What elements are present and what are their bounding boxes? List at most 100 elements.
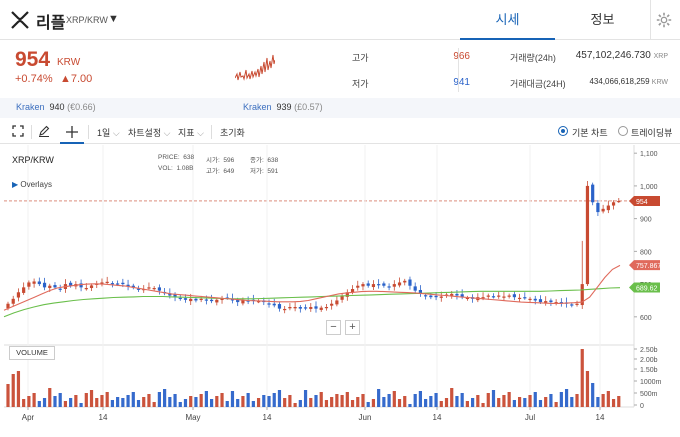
volume-bar [502, 395, 506, 407]
candle [53, 285, 57, 288]
volume-bar [512, 400, 516, 407]
candle [204, 299, 208, 301]
fullscreen-icon[interactable] [12, 125, 24, 137]
candle [544, 301, 548, 303]
ma-short-line [3, 264, 621, 311]
current-price-tag: 954 [629, 195, 660, 206]
candle [199, 298, 203, 301]
volume-label: 거래량(24h) [510, 53, 556, 63]
volume-bar [544, 397, 548, 407]
volume-bar [591, 383, 595, 407]
candle [267, 303, 271, 305]
volume-bar [303, 390, 308, 407]
price-summary: 954 KRW +0.74% ▲7.00 고가 966 저가 941 거래량(2… [0, 40, 680, 98]
candle [601, 208, 605, 212]
volume-bar [136, 400, 141, 407]
volume-bar [335, 394, 339, 407]
chevron-down-icon[interactable]: ▼ [108, 13, 119, 25]
candle [387, 286, 391, 288]
volume-bar [110, 400, 115, 407]
chart-settings-dropdown[interactable]: 차트설정 ⌵ [128, 128, 171, 138]
candle [256, 301, 261, 303]
volume-bar [538, 400, 543, 407]
candle [283, 308, 287, 311]
volume-bar [450, 388, 454, 407]
interval-dropdown[interactable]: 1일 ⌵ [97, 128, 120, 138]
exchange-kraken-eur[interactable]: Kraken 940 (€0.66) [16, 102, 96, 112]
time-tick-label: May [185, 413, 200, 422]
overlays-toggle[interactable]: ▶ Overlays [12, 180, 52, 189]
candle [481, 297, 485, 299]
volume-bar [262, 395, 266, 407]
volume-bar [309, 398, 313, 407]
volume-bar [471, 398, 475, 407]
tradingview-label[interactable]: 트레이딩뷰 [631, 128, 673, 138]
exchange-kraken-gbp[interactable]: Kraken 939 (£0.57) [243, 102, 323, 112]
volume-bar [611, 399, 616, 407]
volume-bar [481, 403, 485, 407]
candle [392, 284, 396, 287]
candle [497, 295, 501, 297]
volume-bar [69, 398, 73, 407]
volume-bar [293, 403, 297, 407]
chart-canvas[interactable]: 1,1001,0009008007006002.50b2.00b1.50b100… [0, 145, 680, 437]
low-value: 941 [453, 77, 470, 88]
zoom-out-button[interactable]: − [326, 320, 341, 335]
coin-pair: XRP/KRW [66, 15, 108, 25]
basic-chart-radio[interactable] [558, 126, 568, 136]
volume-bar [173, 394, 177, 407]
crosshair-icon[interactable] [66, 126, 78, 138]
volume-series [6, 349, 621, 407]
divider [31, 125, 32, 139]
indicators-dropdown[interactable]: 지표 ⌵ [178, 128, 204, 138]
volume-bar [319, 392, 323, 407]
volume-bar [53, 396, 57, 407]
volume-bar [194, 397, 198, 407]
candle [126, 284, 130, 287]
candle [27, 282, 31, 287]
volume-bar [387, 394, 391, 407]
candle [330, 303, 334, 306]
volume-bar [79, 403, 83, 407]
volume-bar [397, 399, 402, 407]
trade-value-label: 거래대금(24H) [510, 79, 566, 89]
price-tick-label: 600 [640, 315, 652, 322]
volume-bar [455, 396, 459, 407]
volume-bar [42, 398, 47, 407]
volume-bar [330, 397, 334, 407]
candle [319, 307, 323, 310]
candle [131, 285, 135, 288]
volume-bar [314, 395, 318, 407]
reset-button[interactable]: 초기화 [220, 128, 245, 138]
volume-bar [189, 396, 193, 407]
candle [116, 283, 120, 285]
volume-bar [366, 402, 370, 407]
tradingview-radio[interactable] [618, 126, 628, 136]
volume-bar [486, 393, 490, 407]
volume-bar [424, 399, 428, 407]
volume-bar [549, 394, 553, 407]
tab-info[interactable]: 정보 [590, 12, 615, 27]
time-tick-label: Jun [359, 413, 372, 422]
zoom-in-button[interactable]: + [345, 320, 360, 335]
time-tick-label: Jul [525, 413, 535, 422]
candle [538, 299, 543, 303]
price-chart[interactable]: 1,1001,0009008007006002.50b2.00b1.50b100… [0, 145, 680, 437]
candle [136, 288, 141, 290]
candle [554, 302, 558, 304]
candle [22, 287, 26, 293]
candle [298, 307, 302, 309]
pencil-icon[interactable] [38, 125, 50, 137]
volume-bar [361, 394, 365, 407]
candle [439, 296, 443, 298]
price-tick-label: 1,000 [640, 184, 658, 191]
gear-icon[interactable] [655, 11, 673, 29]
volume-bar [617, 396, 621, 407]
sparkline-chart [235, 54, 275, 81]
volume-bar [89, 390, 94, 407]
candle [429, 295, 433, 298]
volume-bar [585, 371, 590, 407]
chart-grid [4, 145, 635, 408]
basic-chart-label[interactable]: 기본 차트 [572, 128, 608, 138]
tab-market[interactable]: 시세 [460, 0, 555, 40]
